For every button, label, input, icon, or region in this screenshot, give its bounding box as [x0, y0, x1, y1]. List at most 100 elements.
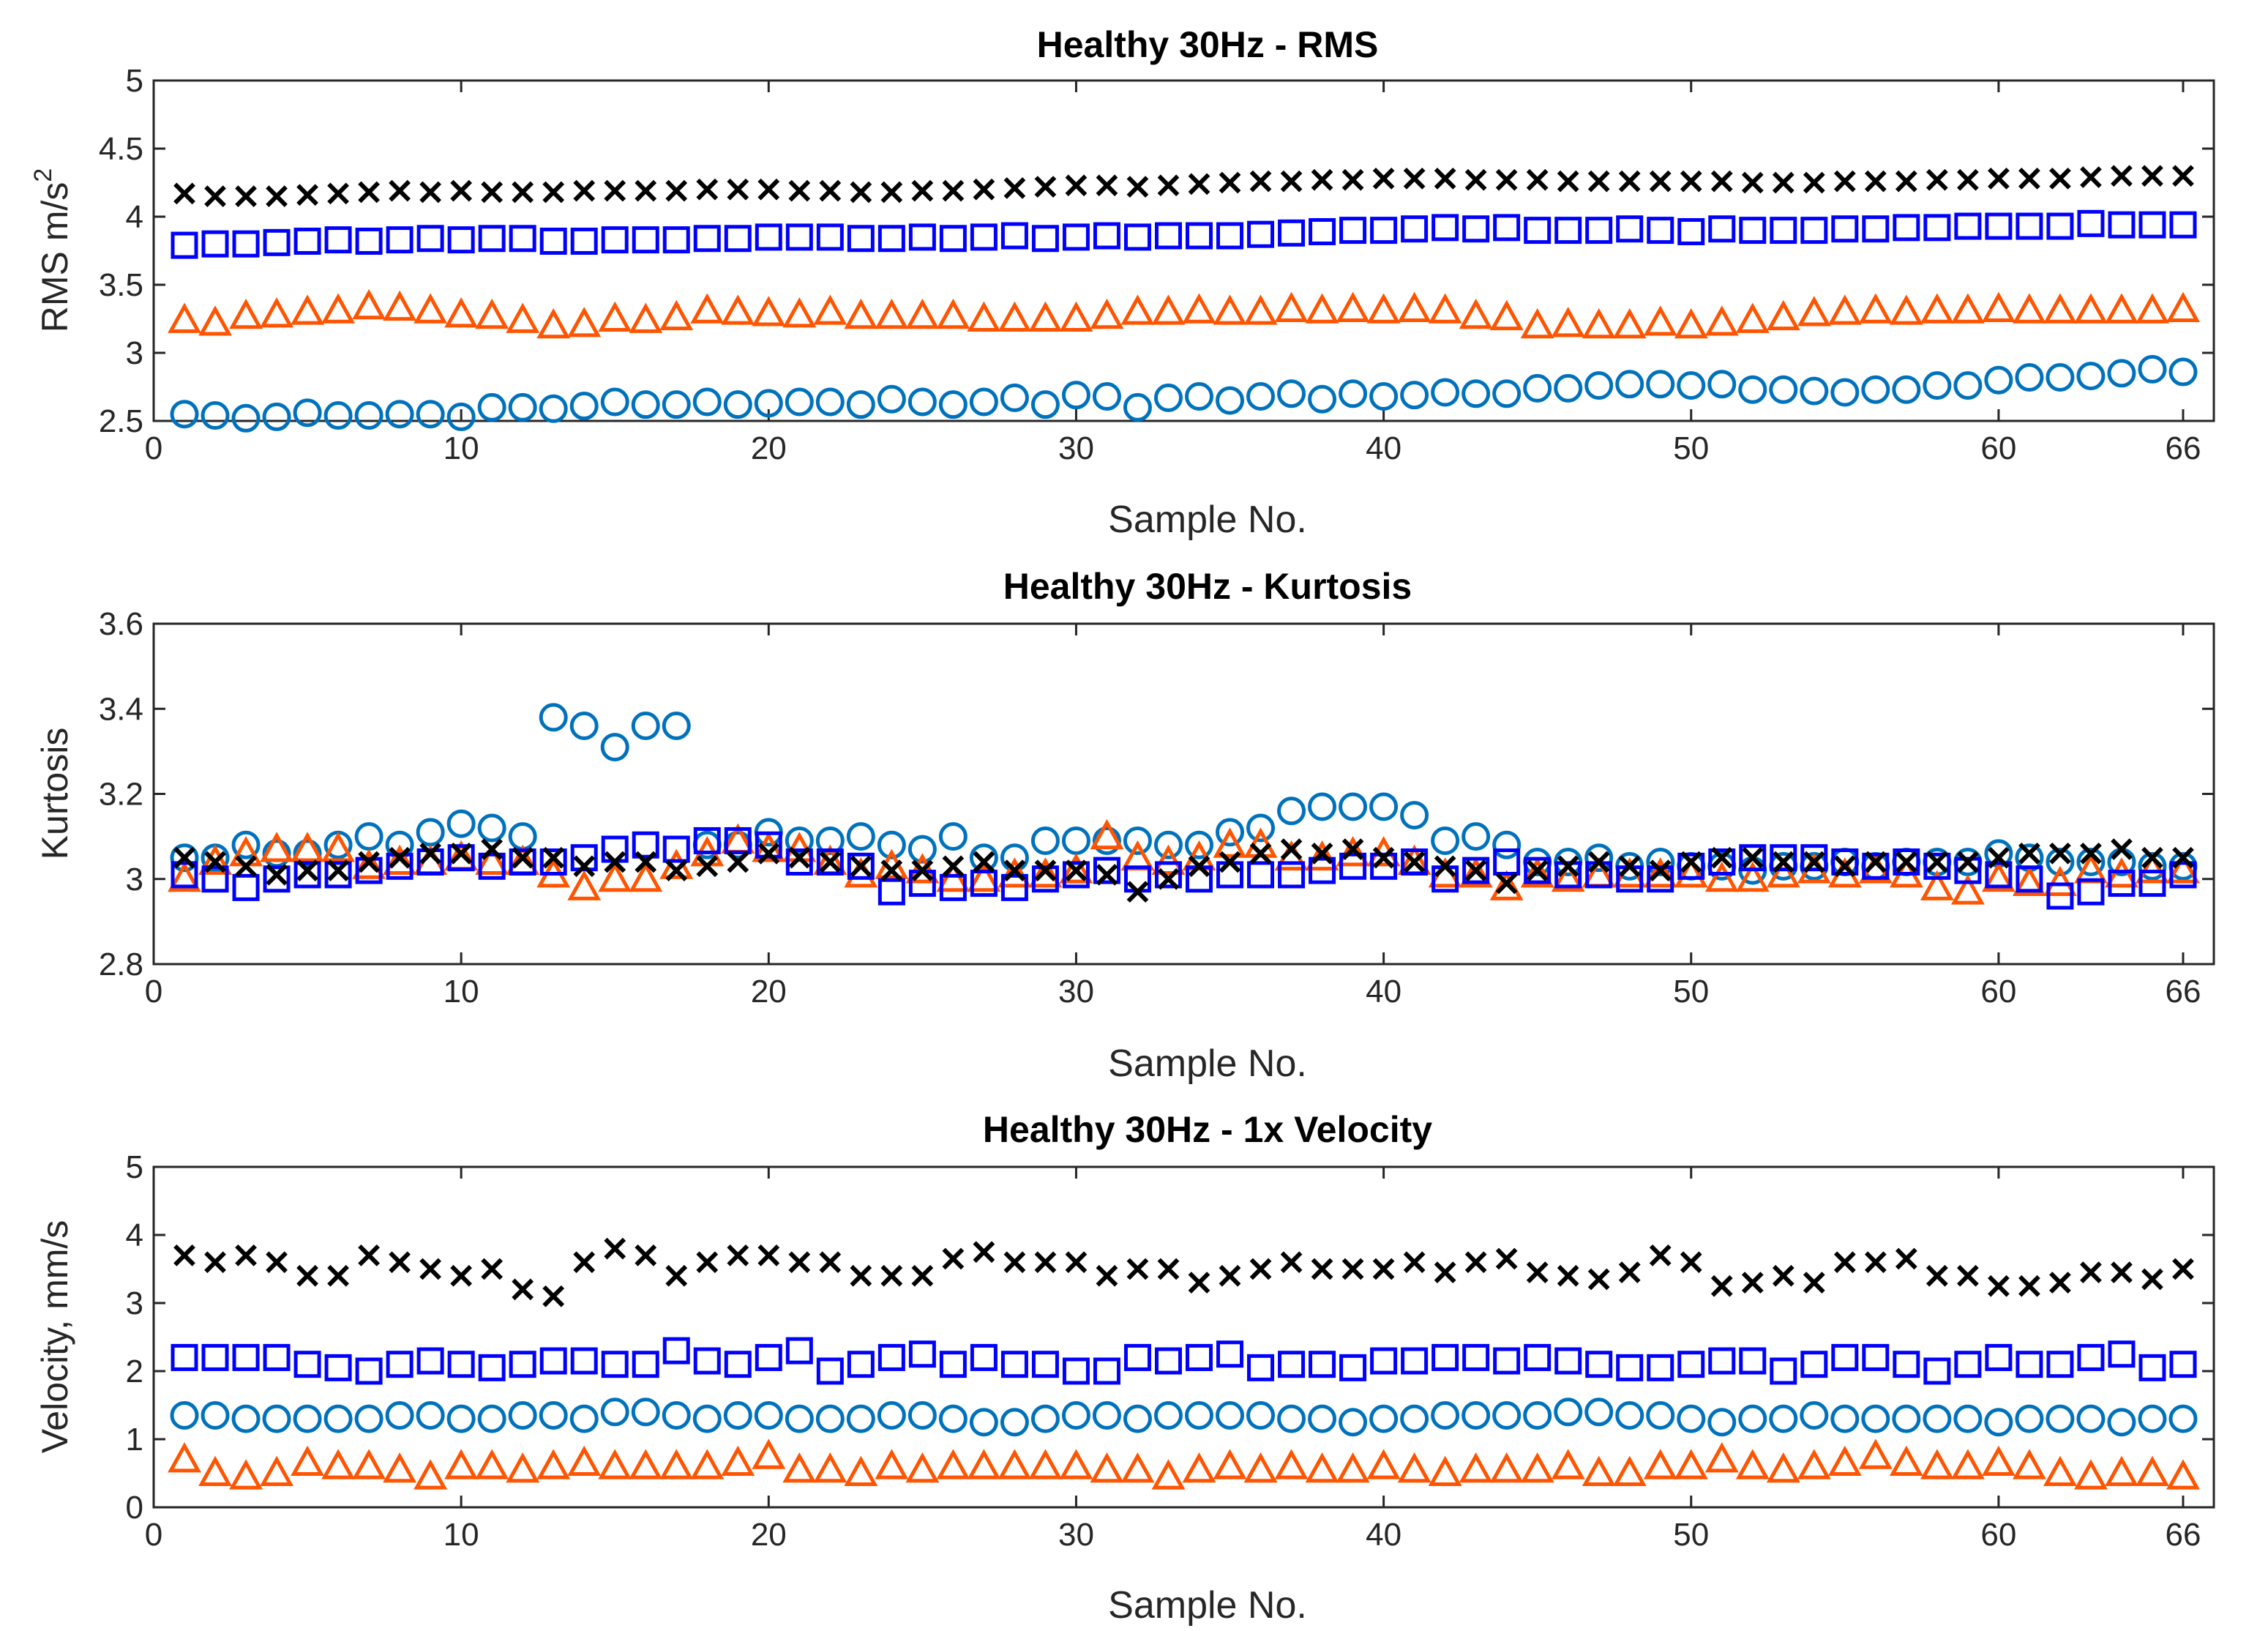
data-point-s2 [447, 1351, 475, 1378]
data-point-s2 [355, 856, 383, 884]
data-point-s4 [1339, 792, 1368, 821]
data-point-s4 [569, 1404, 599, 1433]
data-point-s2 [1154, 861, 1182, 889]
data-point-s1 [757, 1244, 780, 1266]
data-point-s4 [631, 712, 660, 740]
data-point-s1 [1311, 1258, 1333, 1280]
data-point-s1 [757, 843, 780, 865]
data-point-s4 [1738, 375, 1767, 404]
data-point-s3 [598, 1449, 632, 1479]
data-point-s4 [692, 1404, 722, 1433]
data-point-s3 [1582, 1455, 1616, 1486]
x-tick-label: 50 [1673, 1517, 1709, 1553]
data-point-s4 [1554, 1397, 1583, 1427]
data-point-s4 [1185, 382, 1214, 411]
data-point-s1 [1464, 168, 1487, 191]
data-point-s2 [2138, 870, 2166, 897]
y-tick-label: 2.8 [99, 947, 143, 982]
data-point-s4 [1892, 375, 1921, 404]
data-point-s4 [1953, 371, 1983, 400]
data-point-s4 [1277, 796, 1306, 826]
series-s3 [168, 288, 2200, 339]
data-point-s4 [201, 1400, 230, 1430]
data-point-s3 [1459, 857, 1493, 888]
data-point-s4 [815, 826, 845, 855]
data-point-s1 [450, 179, 473, 202]
data-point-s4 [785, 1404, 814, 1433]
data-point-s2 [1154, 222, 1182, 250]
data-point-s4 [877, 1400, 906, 1430]
data-point-s1 [1957, 168, 1979, 191]
data-point-s2 [1770, 217, 1797, 245]
data-point-s1 [1957, 851, 1979, 873]
data-point-s4 [1400, 1404, 1429, 1433]
data-point-s3 [967, 861, 1001, 892]
data-point-s4 [477, 1404, 506, 1433]
data-point-s4 [1153, 383, 1183, 412]
data-point-s4 [446, 809, 476, 838]
data-point-s4 [2076, 848, 2106, 876]
data-point-s1 [788, 1251, 811, 1274]
data-point-s1 [1096, 174, 1118, 197]
data-point-s2 [1770, 844, 1797, 872]
data-point-s3 [444, 1449, 479, 1479]
data-point-s2 [1923, 214, 1951, 242]
data-point-s1 [1495, 168, 1518, 191]
data-point-s3 [1889, 1445, 1923, 1477]
data-point-s2 [2169, 211, 2197, 239]
data-point-s3 [1674, 307, 1708, 339]
data-point-s1 [1833, 855, 1856, 878]
data-point-s4 [2076, 1404, 2106, 1433]
data-point-s1 [389, 1251, 411, 1274]
data-point-s3 [383, 1452, 417, 1483]
data-point-s3 [998, 1449, 1032, 1479]
data-point-s1 [1925, 168, 1948, 191]
data-point-s1 [1680, 170, 1702, 193]
data-point-s4 [1615, 370, 1644, 399]
data-point-s4 [323, 401, 353, 430]
data-point-s2 [201, 865, 229, 893]
series-layer [168, 1237, 2200, 1490]
data-point-s1 [973, 178, 995, 201]
data-point-s2 [1800, 217, 1828, 245]
data-point-s3 [1920, 293, 1954, 324]
data-point-s2 [601, 226, 629, 254]
data-point-s1 [266, 864, 288, 886]
data-point-s1 [1710, 846, 1733, 869]
data-point-s1 [2080, 166, 2102, 188]
data-point-s1 [1618, 1261, 1641, 1284]
data-point-s4 [2015, 1404, 2044, 1433]
series-s2 [171, 1337, 2197, 1385]
x-tick-label: 0 [145, 974, 162, 1009]
data-point-s1 [1895, 851, 1917, 873]
data-point-s1 [1649, 170, 1672, 193]
data-point-s4 [1123, 392, 1152, 422]
y-ticks: 2.5 3 3.5 4 4.5 5 [99, 63, 2214, 439]
data-point-s3 [2136, 293, 2169, 324]
data-point-s1 [604, 1237, 626, 1260]
y-tick-label: 3 [126, 1285, 143, 1321]
data-point-s1 [2080, 843, 2102, 865]
data-point-s2 [1985, 861, 2013, 889]
data-point-s1 [1957, 1264, 1979, 1287]
data-point-s4 [815, 387, 845, 417]
data-point-s3 [1243, 1452, 1278, 1483]
data-point-s2 [1062, 1357, 1090, 1385]
data-point-s2 [1000, 222, 1028, 250]
data-point-s1 [1157, 174, 1180, 197]
data-point-s4 [785, 387, 814, 417]
data-point-s2 [2108, 870, 2136, 897]
data-point-s1 [1741, 171, 1764, 194]
data-point-s2 [509, 1351, 536, 1378]
data-point-s2 [539, 1347, 567, 1375]
data-point-s3 [1735, 1449, 1770, 1479]
data-point-s3 [905, 298, 940, 329]
data-point-s1 [1618, 170, 1641, 193]
data-point-s1 [266, 1251, 288, 1274]
data-point-s3 [1827, 1445, 1862, 1477]
chart-title: Healthy 30Hz - Kurtosis [1003, 566, 1412, 607]
data-point-s1 [327, 859, 349, 882]
data-point-s1 [696, 178, 719, 201]
data-point-s4 [2015, 362, 2044, 392]
